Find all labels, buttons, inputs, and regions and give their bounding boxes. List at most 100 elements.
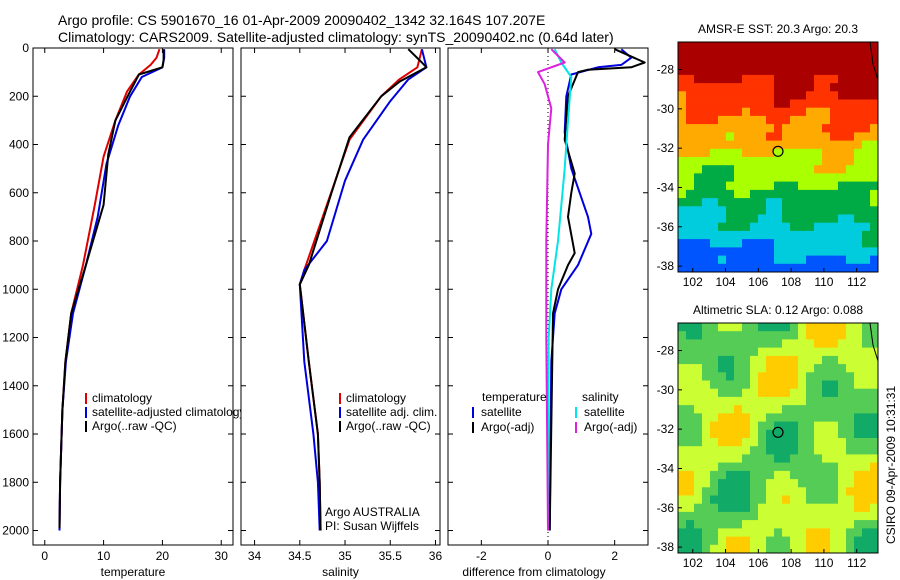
field-cell (870, 528, 879, 538)
field-cell (734, 263, 743, 273)
field-cell (870, 148, 879, 158)
field-cell (710, 247, 719, 257)
field-cell (854, 511, 863, 521)
field-cell (814, 107, 823, 117)
field-cell (750, 132, 759, 142)
field-cell (686, 148, 695, 158)
field-cell (678, 222, 687, 232)
coastline (869, 322, 879, 362)
field-cell (846, 83, 855, 92)
field-cell (862, 83, 871, 92)
field-cell (750, 148, 759, 158)
field-cell (790, 189, 799, 199)
field-cell (734, 91, 743, 100)
field-cell (678, 99, 687, 109)
field-cell (774, 263, 783, 273)
field-cell (718, 148, 727, 158)
field-cell (870, 347, 879, 357)
field-cell (822, 446, 831, 455)
field-cell (718, 429, 727, 439)
field-cell (710, 115, 719, 125)
field-cell (758, 230, 767, 240)
field-cell (710, 520, 719, 529)
field-cell (742, 124, 751, 133)
field-cell (806, 528, 815, 538)
field-cell (702, 462, 711, 472)
field-cell (678, 165, 687, 174)
field-cell (814, 364, 823, 373)
field-cell (822, 380, 831, 390)
field-cell (854, 380, 863, 390)
field-cell (822, 115, 831, 125)
field-cell (742, 132, 751, 142)
field-cell (678, 323, 687, 332)
field-cell (806, 42, 815, 51)
field-cell (758, 74, 767, 84)
field-cell (830, 181, 839, 191)
field-cell (734, 446, 743, 455)
field-cell (702, 132, 711, 142)
field-cell (766, 255, 775, 265)
field-cell (862, 50, 871, 59)
field-cell (790, 462, 799, 472)
field-cell (862, 331, 871, 340)
field-cell (710, 255, 719, 265)
field-cell (726, 263, 735, 273)
field-cell (782, 520, 791, 529)
field-cell (718, 372, 727, 381)
field-cell (774, 355, 783, 365)
map-x-tick-label: 102 (683, 556, 703, 570)
field-cell (790, 487, 799, 496)
field-cell (686, 124, 695, 133)
field-cell (782, 74, 791, 84)
field-cell (806, 487, 815, 496)
field-cell (742, 503, 751, 513)
field-cell (694, 222, 703, 232)
field-cell (870, 487, 879, 496)
field-cell (678, 189, 687, 199)
field-cell (742, 83, 751, 92)
field-cell (734, 536, 743, 546)
field-cell (734, 107, 743, 117)
field-cell (758, 165, 767, 174)
field-cell (718, 544, 727, 554)
field-cell (742, 157, 751, 166)
field-cell (830, 124, 839, 133)
field-cell (774, 239, 783, 248)
field-cell (702, 413, 711, 423)
field-cell (846, 372, 855, 381)
field-cell (830, 470, 839, 480)
field-cell (870, 206, 879, 215)
field-cell (766, 511, 775, 521)
field-cell (822, 74, 831, 84)
field-cell (870, 66, 879, 76)
field-cell (822, 189, 831, 199)
field-cell (854, 91, 863, 100)
field-cell (702, 230, 711, 240)
x-tick-label: 34 (248, 549, 262, 563)
field-cell (686, 470, 695, 480)
field-cell (694, 364, 703, 373)
field-cell (774, 380, 783, 390)
field-cell (790, 503, 799, 513)
field-cell (870, 165, 879, 174)
field-cell (822, 66, 831, 76)
field-cell (806, 148, 815, 158)
field-cell (830, 331, 839, 340)
field-cell (790, 438, 799, 447)
field-cell (822, 339, 831, 349)
field-cell (678, 107, 687, 117)
field-cell (854, 323, 863, 332)
field-cell (734, 355, 743, 365)
field-cell (822, 470, 831, 480)
field-cell (782, 511, 791, 521)
field-cell (710, 364, 719, 373)
field-cell (694, 50, 703, 59)
series-line-temperature-satellite (548, 48, 633, 531)
field-cell (830, 438, 839, 447)
field-cell (710, 380, 719, 390)
field-cell (870, 396, 879, 406)
field-cell (766, 181, 775, 191)
field-cell (758, 58, 767, 68)
field-cell (734, 222, 743, 232)
